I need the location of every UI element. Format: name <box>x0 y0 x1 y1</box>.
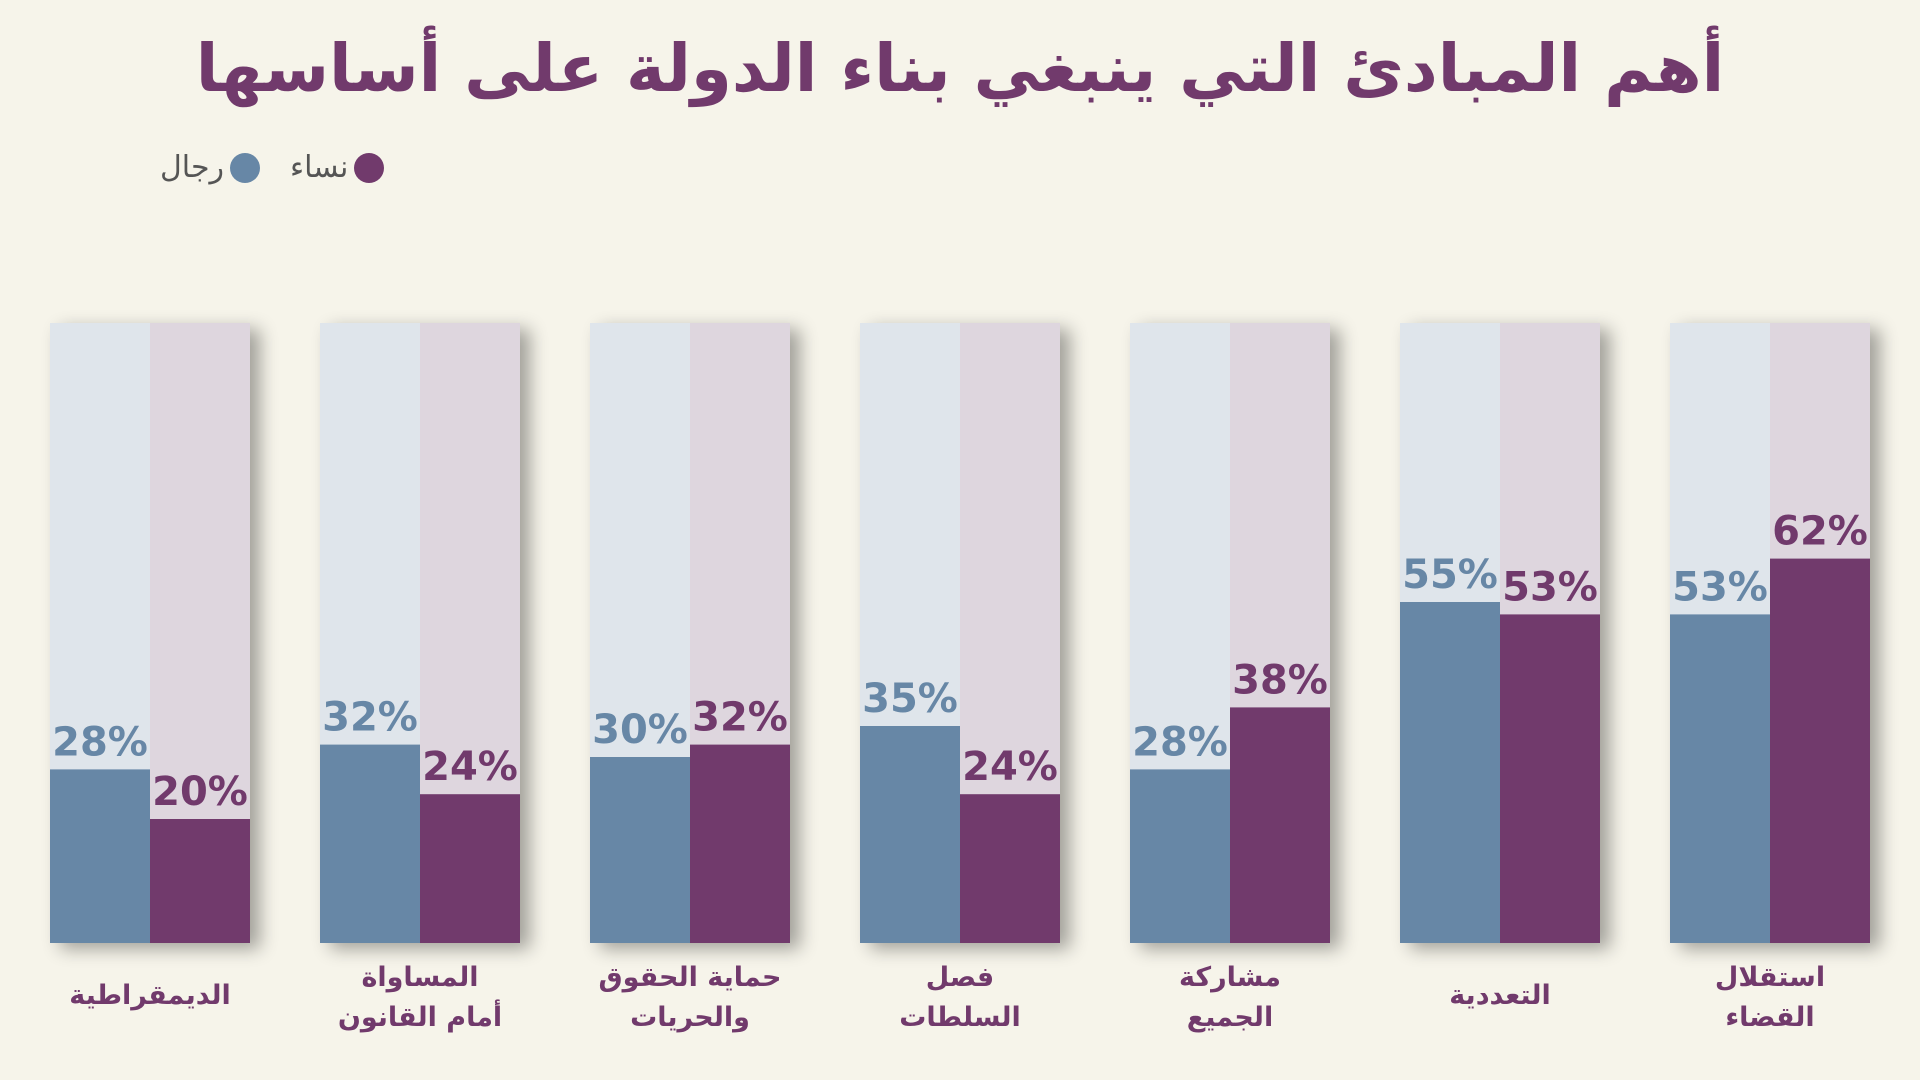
legend-item-women: نساء <box>289 150 385 185</box>
bar-group: 53%62% استقلال القضاء <box>1670 323 1870 1033</box>
legend-label-men: رجال <box>160 150 224 185</box>
bar-women <box>690 744 790 943</box>
bar-women <box>1230 707 1330 943</box>
bar-women <box>420 794 520 943</box>
category-label: فصل <box>926 962 994 993</box>
bar-men <box>1130 769 1230 943</box>
category-label: حماية الحقوق <box>599 962 782 993</box>
value-label-women: 20% <box>152 769 248 815</box>
value-label-men: 28% <box>52 719 148 765</box>
value-label-men: 28% <box>1132 719 1228 765</box>
value-label-women: 32% <box>692 695 788 741</box>
bar-group: 28%38% مشاركة الجميع <box>1130 323 1330 1033</box>
value-label-women: 38% <box>1232 657 1328 703</box>
category-label: أمام القانون <box>338 999 502 1033</box>
bar-group: 30% 32% حماية الحقوق والحريات <box>590 323 790 1033</box>
bar-men <box>1400 602 1500 943</box>
bar-group: 35%24% فصل السلطات <box>860 323 1060 1033</box>
category-label: المساواة <box>361 962 478 993</box>
bar-group: 55% 53% التعددية <box>1400 323 1600 1011</box>
value-label-women: 53% <box>1502 564 1598 610</box>
value-label-men: 53% <box>1672 564 1768 610</box>
legend: رجال نساء <box>160 150 385 185</box>
legend-label-women: نساء <box>289 150 349 185</box>
bar-women <box>1500 614 1600 943</box>
category-label: القضاء <box>1725 1002 1814 1033</box>
value-label-men: 32% <box>322 695 418 741</box>
legend-swatch-men <box>229 152 260 183</box>
bar-women <box>150 819 250 943</box>
legend-item-men: رجال <box>160 150 260 185</box>
bar-men <box>320 744 420 943</box>
category-label: الجميع <box>1187 1002 1273 1033</box>
category-label: استقلال <box>1715 962 1825 993</box>
value-label-women: 62% <box>1772 509 1868 555</box>
category-label: السلطات <box>899 1002 1020 1033</box>
category-label: والحريات <box>630 1002 750 1033</box>
chart-title: أهم المبادئ التي ينبغي بناء الدولة على أ… <box>195 30 1725 107</box>
value-label-men: 55% <box>1402 552 1498 598</box>
bar-men <box>860 726 960 943</box>
bar-men <box>590 757 690 943</box>
legend-swatch-women <box>354 152 385 183</box>
value-label-women: 24% <box>422 744 518 790</box>
value-label-men: 35% <box>862 676 958 722</box>
bar-women <box>960 794 1060 943</box>
bar-women <box>1770 558 1870 943</box>
category-label: مشاركة <box>1179 962 1281 993</box>
bar-group: 32%24% المساواة أمام القانون <box>320 323 520 1033</box>
value-label-women: 24% <box>962 744 1058 790</box>
bar-men <box>1670 614 1770 943</box>
bar-men <box>50 769 150 943</box>
category-label: التعددية <box>1449 980 1551 1011</box>
category-label: الديمقراطية <box>69 980 231 1011</box>
bar-group: 28%20% الديمقراطية <box>50 323 250 1011</box>
value-label-men: 30% <box>592 707 688 753</box>
